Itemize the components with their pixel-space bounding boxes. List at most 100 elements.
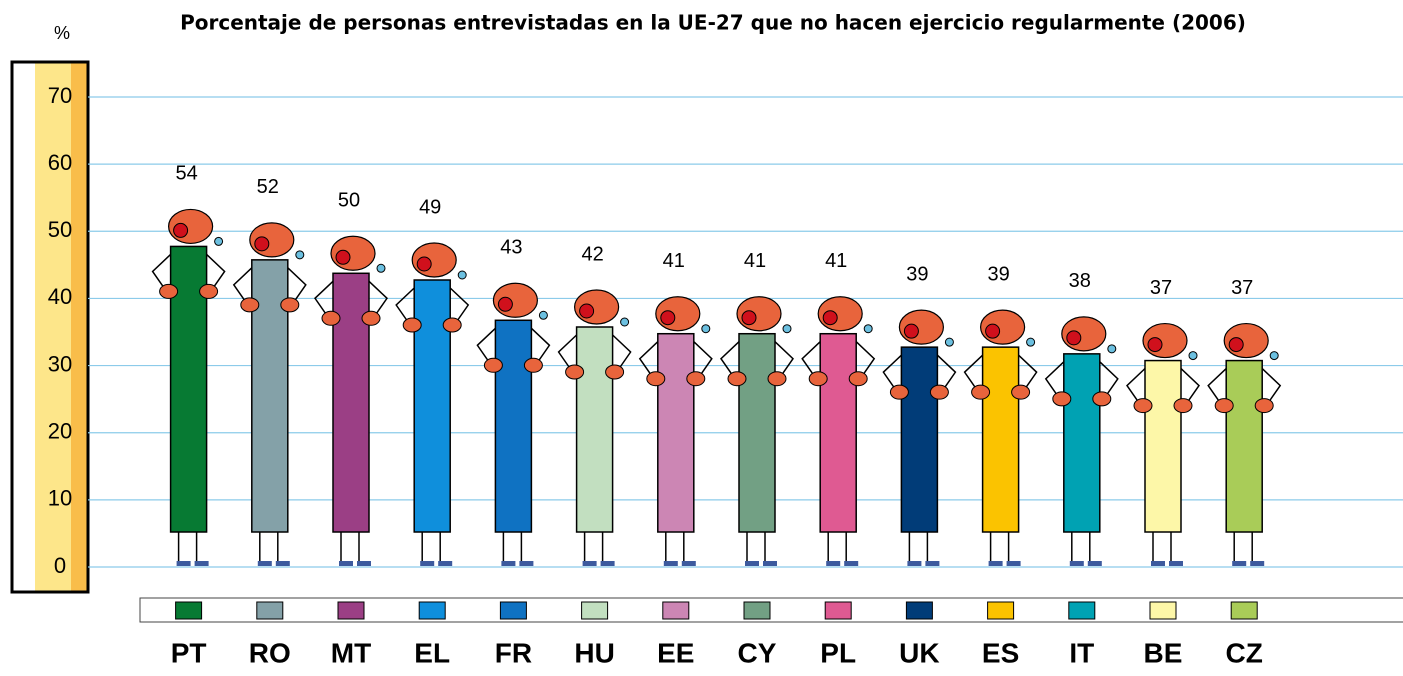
pacifier xyxy=(701,324,711,334)
hand xyxy=(321,310,341,326)
foot xyxy=(582,561,597,566)
legend-swatch xyxy=(824,601,852,620)
pacifier xyxy=(295,250,305,260)
nose xyxy=(985,323,1001,339)
y-unit: % xyxy=(54,23,70,43)
value-label: 43 xyxy=(500,237,522,259)
foot xyxy=(257,561,272,566)
foot xyxy=(663,561,678,566)
nose xyxy=(741,310,757,326)
foot xyxy=(763,561,777,566)
foot xyxy=(339,561,353,566)
x-tick-label: PL xyxy=(820,637,856,668)
value-label: 41 xyxy=(663,250,685,272)
foot xyxy=(745,561,759,566)
nose xyxy=(903,323,919,339)
legend-strip xyxy=(139,597,1403,623)
value-label: 50 xyxy=(338,190,360,212)
value-label: 41 xyxy=(744,250,766,272)
legend-swatch xyxy=(256,601,284,620)
foot xyxy=(176,561,191,566)
y-tick-label: 10 xyxy=(48,486,72,511)
pacifier xyxy=(1188,351,1198,361)
pacifier xyxy=(376,263,386,273)
nose xyxy=(497,296,513,312)
pacifier xyxy=(457,270,467,280)
bar xyxy=(575,326,614,533)
bar xyxy=(1225,359,1263,533)
x-tick-label: RO xyxy=(249,637,291,668)
pacifier xyxy=(1107,344,1117,354)
y-tick-label: 50 xyxy=(48,217,72,242)
value-label: 39 xyxy=(987,263,1009,285)
hand xyxy=(240,297,260,313)
y-tick-label: 40 xyxy=(48,284,72,309)
value-label: 39 xyxy=(906,263,928,285)
legend-swatch xyxy=(1149,601,1177,620)
foot xyxy=(681,561,696,566)
foot xyxy=(194,561,209,566)
x-tick-label: MT xyxy=(331,637,371,668)
x-tick-label: PT xyxy=(171,637,207,668)
hand xyxy=(971,384,991,400)
hand xyxy=(646,371,666,387)
hand xyxy=(767,371,787,387)
hand xyxy=(605,364,625,380)
bar xyxy=(413,279,451,533)
bar xyxy=(900,346,939,533)
hand xyxy=(199,283,219,299)
pacifier xyxy=(782,324,792,334)
foot xyxy=(438,561,453,566)
nose xyxy=(660,310,676,326)
foot xyxy=(1006,561,1021,566)
value-label: 38 xyxy=(1069,270,1091,292)
hand xyxy=(361,310,381,326)
hand xyxy=(565,364,585,380)
hand xyxy=(1133,398,1153,414)
foot xyxy=(925,561,940,566)
legend-swatch xyxy=(337,601,365,620)
nose xyxy=(1147,337,1163,353)
bar xyxy=(819,332,857,533)
hand xyxy=(848,371,868,387)
x-tick-label: ES xyxy=(982,637,1019,668)
bar xyxy=(738,332,776,533)
foot xyxy=(275,561,290,566)
x-tick-label: HU xyxy=(574,637,614,668)
x-tick-label: BE xyxy=(1144,637,1183,668)
foot xyxy=(1087,561,1102,566)
bar xyxy=(1063,353,1101,533)
hand xyxy=(808,371,828,387)
nose xyxy=(822,310,838,326)
nose xyxy=(416,256,432,272)
nose xyxy=(254,236,270,252)
hand xyxy=(686,371,706,387)
hand xyxy=(1254,398,1274,414)
nose xyxy=(335,249,351,265)
bar xyxy=(494,319,533,533)
bar xyxy=(332,272,370,533)
foot xyxy=(1232,561,1247,566)
y-tick-label: 0 xyxy=(54,553,66,578)
legend-swatch xyxy=(499,601,527,620)
pacifier xyxy=(1026,337,1036,347)
pacifier xyxy=(1269,351,1279,361)
foot xyxy=(600,561,615,566)
y-tick-label: 20 xyxy=(48,419,72,444)
hand xyxy=(483,357,503,373)
hand xyxy=(889,384,909,400)
pacifier xyxy=(214,236,224,246)
legend-swatch xyxy=(418,601,446,620)
hand xyxy=(1092,391,1112,407)
legend-swatch xyxy=(743,601,771,620)
x-tick-label: EE xyxy=(657,637,694,668)
hand xyxy=(1011,384,1031,400)
foot xyxy=(988,561,1003,566)
hand xyxy=(1214,398,1234,414)
foot xyxy=(907,561,922,566)
hand xyxy=(1052,391,1072,407)
legend-swatch xyxy=(175,601,203,620)
x-tick-label: UK xyxy=(899,637,939,668)
pacifier xyxy=(538,310,548,320)
